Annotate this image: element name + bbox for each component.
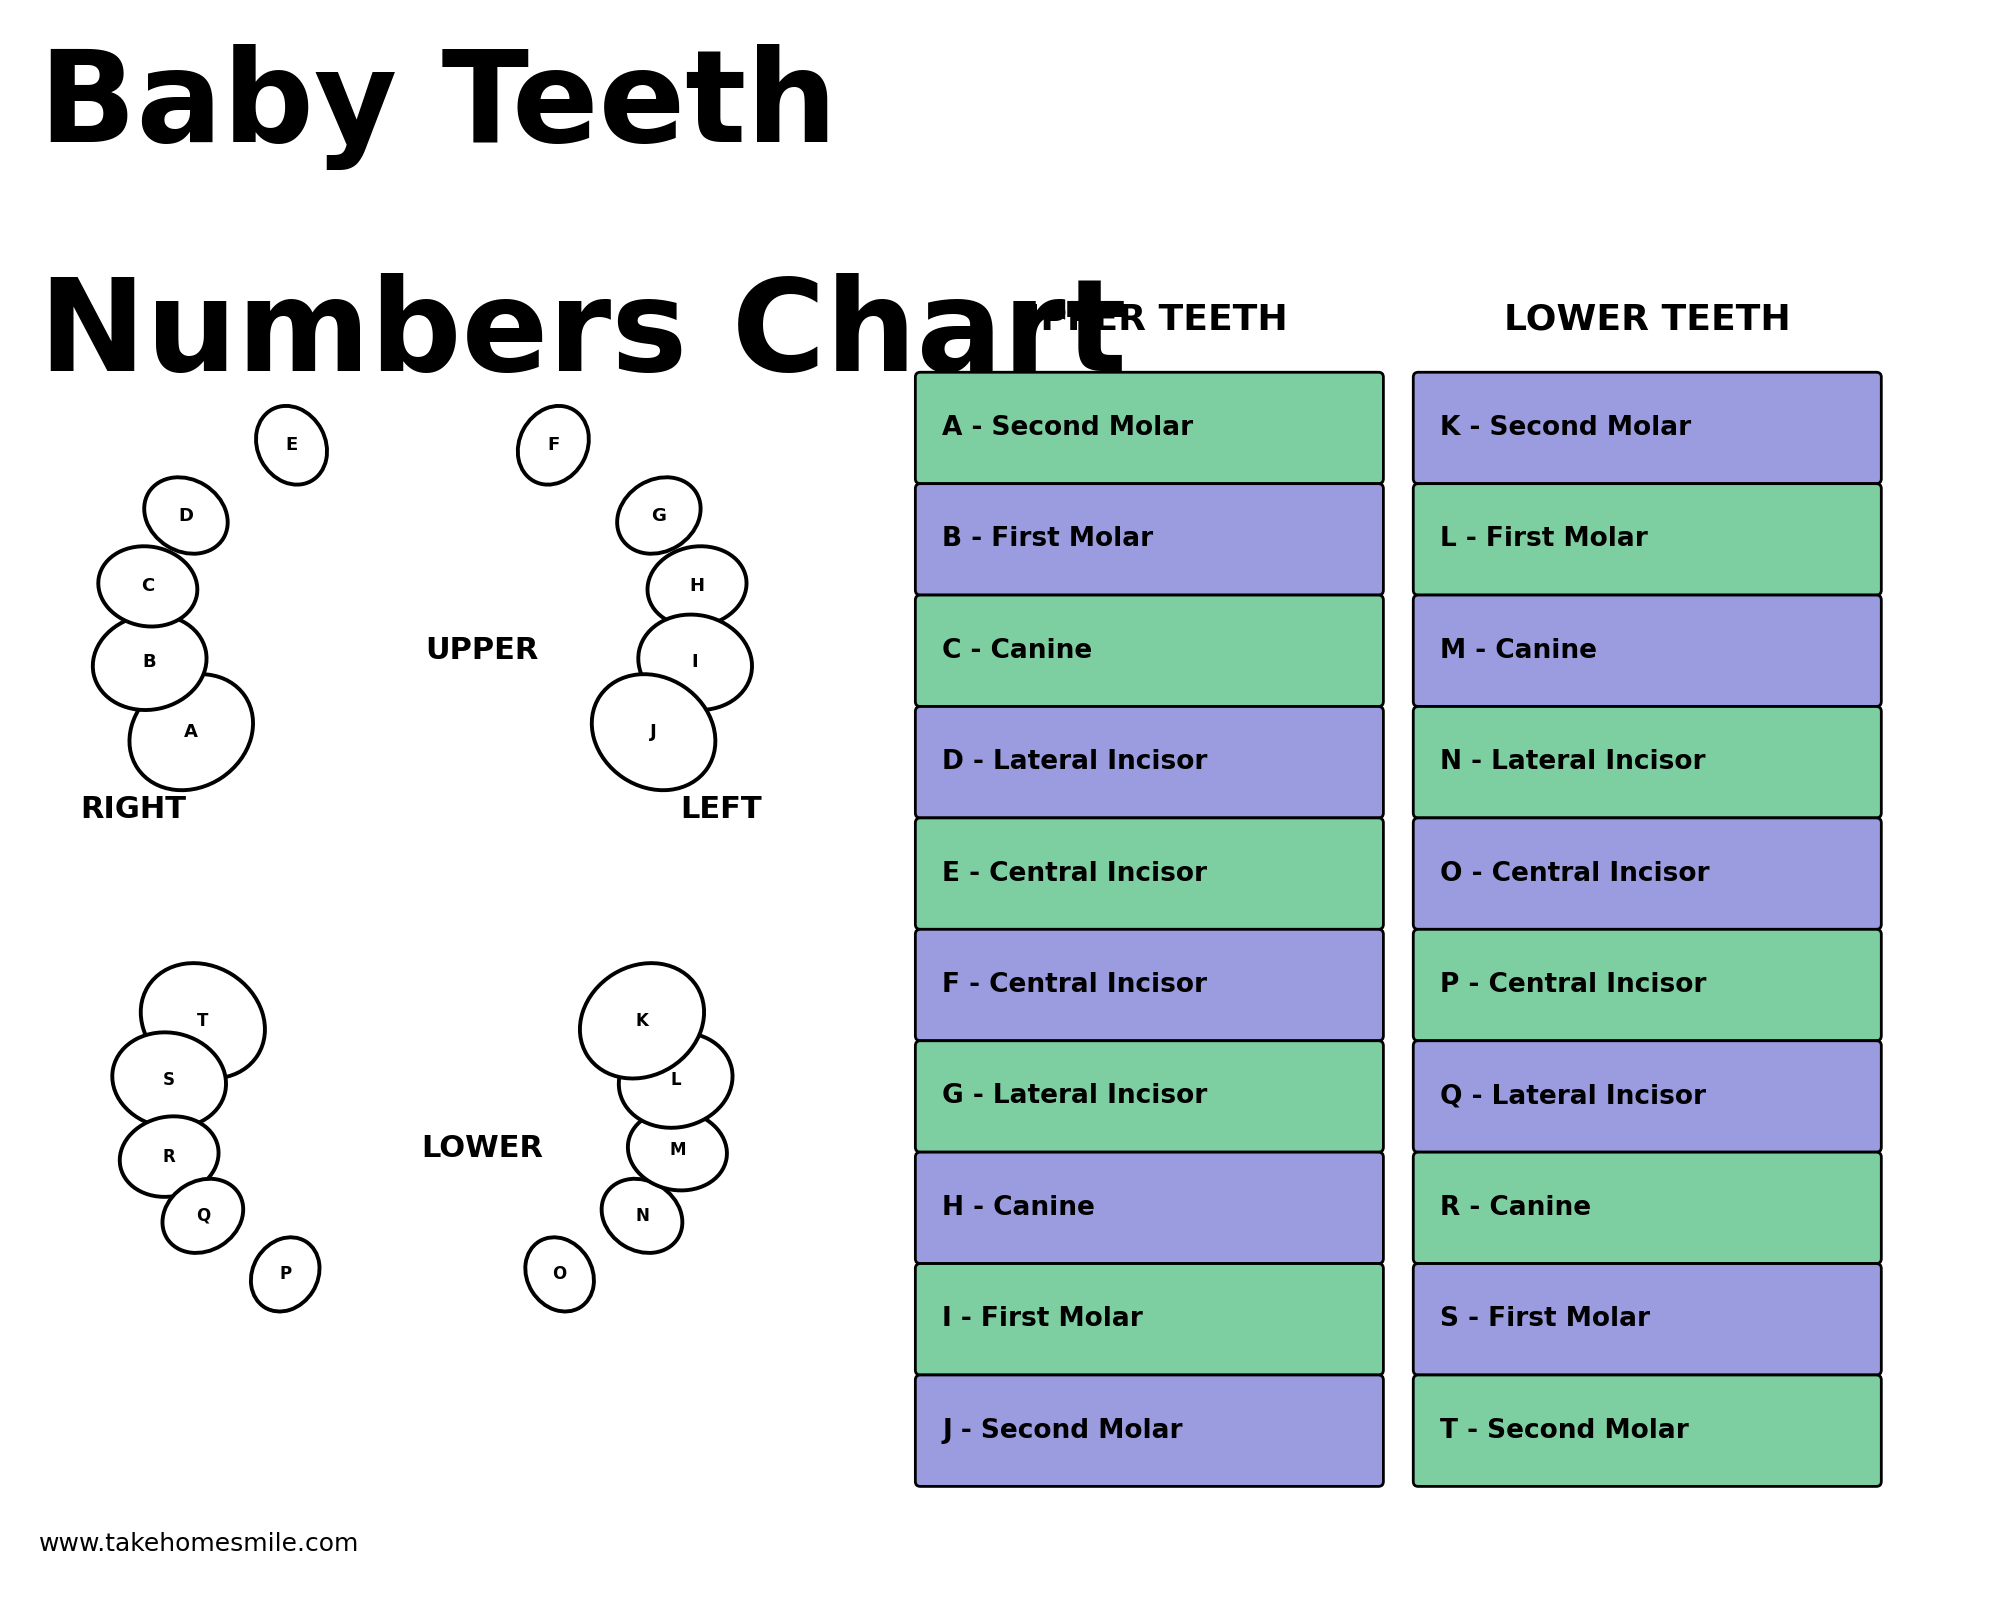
Text: L: L bbox=[670, 1070, 680, 1090]
Text: P - Central Incisor: P - Central Incisor bbox=[1440, 973, 1706, 998]
Text: UPPER TEETH: UPPER TEETH bbox=[1012, 302, 1288, 336]
FancyBboxPatch shape bbox=[916, 930, 1384, 1040]
Ellipse shape bbox=[592, 674, 716, 790]
FancyBboxPatch shape bbox=[916, 595, 1384, 707]
Ellipse shape bbox=[162, 1179, 244, 1253]
Text: J: J bbox=[650, 723, 656, 741]
Text: A - Second Molar: A - Second Molar bbox=[942, 414, 1194, 442]
Text: D: D bbox=[178, 507, 194, 525]
Text: I: I bbox=[692, 653, 698, 672]
Text: I - First Molar: I - First Molar bbox=[942, 1306, 1142, 1333]
Ellipse shape bbox=[648, 546, 746, 627]
Ellipse shape bbox=[98, 546, 198, 627]
Text: J - Second Molar: J - Second Molar bbox=[942, 1418, 1182, 1443]
FancyBboxPatch shape bbox=[916, 373, 1384, 483]
FancyBboxPatch shape bbox=[1414, 595, 1882, 707]
Ellipse shape bbox=[144, 477, 228, 554]
Ellipse shape bbox=[638, 614, 752, 710]
Ellipse shape bbox=[256, 406, 328, 485]
Text: G - Lateral Incisor: G - Lateral Incisor bbox=[942, 1083, 1208, 1109]
Text: T - Second Molar: T - Second Molar bbox=[1440, 1418, 1688, 1443]
Text: L - First Molar: L - First Molar bbox=[1440, 526, 1648, 552]
Text: N: N bbox=[636, 1206, 648, 1226]
Text: B: B bbox=[142, 653, 156, 672]
Ellipse shape bbox=[526, 1237, 594, 1312]
FancyBboxPatch shape bbox=[916, 1040, 1384, 1152]
Ellipse shape bbox=[140, 963, 264, 1078]
Text: LOWER: LOWER bbox=[422, 1134, 544, 1163]
Text: E: E bbox=[286, 437, 298, 454]
Text: Q - Lateral Incisor: Q - Lateral Incisor bbox=[1440, 1083, 1706, 1109]
Text: K: K bbox=[636, 1011, 648, 1030]
FancyBboxPatch shape bbox=[1414, 1040, 1882, 1152]
Text: M: M bbox=[670, 1141, 686, 1160]
Text: Q: Q bbox=[196, 1206, 210, 1226]
FancyBboxPatch shape bbox=[916, 1374, 1384, 1486]
FancyBboxPatch shape bbox=[1414, 707, 1882, 818]
Ellipse shape bbox=[518, 406, 588, 485]
Text: A: A bbox=[184, 723, 198, 741]
FancyBboxPatch shape bbox=[916, 1152, 1384, 1264]
Ellipse shape bbox=[580, 963, 704, 1078]
Text: H - Canine: H - Canine bbox=[942, 1195, 1096, 1221]
Text: K - Second Molar: K - Second Molar bbox=[1440, 414, 1692, 442]
Text: B - First Molar: B - First Molar bbox=[942, 526, 1154, 552]
Text: E - Central Incisor: E - Central Incisor bbox=[942, 861, 1208, 886]
Ellipse shape bbox=[130, 674, 254, 790]
Text: T: T bbox=[198, 1011, 208, 1030]
Text: D - Lateral Incisor: D - Lateral Incisor bbox=[942, 749, 1208, 774]
Ellipse shape bbox=[602, 1179, 682, 1253]
Text: H: H bbox=[690, 578, 704, 595]
FancyBboxPatch shape bbox=[916, 483, 1384, 595]
FancyBboxPatch shape bbox=[1414, 818, 1882, 930]
Text: C: C bbox=[142, 578, 154, 595]
FancyBboxPatch shape bbox=[1414, 483, 1882, 595]
Text: LOWER TEETH: LOWER TEETH bbox=[1504, 302, 1790, 336]
Text: N - Lateral Incisor: N - Lateral Incisor bbox=[1440, 749, 1706, 774]
Text: O - Central Incisor: O - Central Incisor bbox=[1440, 861, 1710, 886]
Text: Baby Teeth: Baby Teeth bbox=[40, 43, 838, 170]
Text: www.takehomesmile.com: www.takehomesmile.com bbox=[40, 1533, 360, 1557]
Text: F - Central Incisor: F - Central Incisor bbox=[942, 973, 1208, 998]
Ellipse shape bbox=[628, 1110, 726, 1190]
Text: C - Canine: C - Canine bbox=[942, 638, 1092, 664]
Ellipse shape bbox=[112, 1032, 226, 1128]
Ellipse shape bbox=[618, 1032, 732, 1128]
FancyBboxPatch shape bbox=[1414, 930, 1882, 1040]
Text: O: O bbox=[552, 1266, 566, 1283]
FancyBboxPatch shape bbox=[1414, 1264, 1882, 1374]
Ellipse shape bbox=[618, 477, 700, 554]
Text: S: S bbox=[164, 1070, 176, 1090]
Ellipse shape bbox=[250, 1237, 320, 1312]
Ellipse shape bbox=[120, 1117, 218, 1197]
FancyBboxPatch shape bbox=[1414, 373, 1882, 483]
FancyBboxPatch shape bbox=[916, 707, 1384, 818]
Text: R - Canine: R - Canine bbox=[1440, 1195, 1592, 1221]
FancyBboxPatch shape bbox=[1414, 1152, 1882, 1264]
Text: RIGHT: RIGHT bbox=[80, 795, 186, 824]
Ellipse shape bbox=[92, 614, 206, 710]
Text: Numbers Chart: Numbers Chart bbox=[40, 272, 1126, 398]
Text: S - First Molar: S - First Molar bbox=[1440, 1306, 1650, 1333]
Text: F: F bbox=[548, 437, 560, 454]
Text: P: P bbox=[280, 1266, 292, 1283]
FancyBboxPatch shape bbox=[1414, 1374, 1882, 1486]
Text: M - Canine: M - Canine bbox=[1440, 638, 1598, 664]
Text: G: G bbox=[652, 507, 666, 525]
Text: UPPER: UPPER bbox=[426, 637, 538, 666]
Text: LEFT: LEFT bbox=[680, 795, 762, 824]
FancyBboxPatch shape bbox=[916, 1264, 1384, 1374]
FancyBboxPatch shape bbox=[916, 818, 1384, 930]
Text: R: R bbox=[162, 1147, 176, 1165]
